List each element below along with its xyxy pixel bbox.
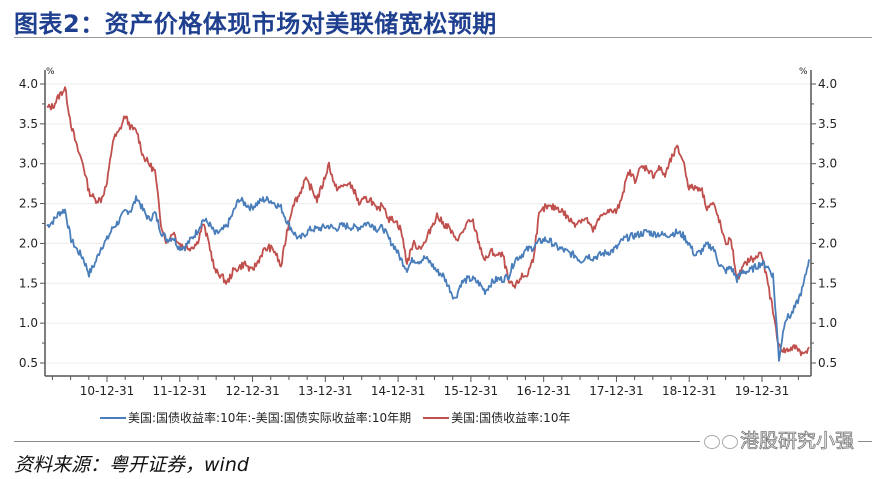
legend-label: 美国:国债收益率:10年:-美国:国债实际收益率:10年期 (128, 411, 412, 425)
right-axis-unit: % (799, 67, 808, 77)
y-tick-label-right: 2.5 (818, 197, 837, 211)
x-axis: 10-12-31 11-12-31 12-12-31 13-12-31 14-12-31… (45, 375, 811, 398)
x-tick-label: 16-12-31 (516, 384, 570, 398)
y-tick-label-right: 0.5 (818, 356, 837, 370)
series-line-10y-yield (46, 86, 810, 357)
x-tick-label: 11-12-31 (153, 384, 207, 398)
y-tick-label-left: 3.0 (19, 157, 38, 171)
watermark-text: 港股研究小强 (740, 430, 855, 453)
source-note: 资料来源：粤开证券，wind (14, 454, 249, 476)
y-tick-label-right: 2.0 (818, 236, 837, 250)
legend-swatch-red (423, 416, 450, 419)
x-tick-label: 18-12-31 (662, 384, 716, 398)
x-tick-label: 17-12-31 (589, 384, 643, 398)
y-tick-label-right: 1.5 (818, 276, 837, 290)
y-tick-label-right: 3.0 (818, 157, 837, 171)
legend-label: 美国:国债收益率:10年 (451, 411, 571, 425)
x-tick-label: 12-12-31 (225, 384, 279, 398)
title-divider (14, 37, 872, 38)
footer-divider (14, 441, 872, 442)
x-tick-label: 10-12-31 (80, 384, 134, 398)
gridlines (45, 83, 811, 364)
y-tick-label-right: 4.0 (818, 77, 837, 91)
wechat-bubble-icon (704, 434, 720, 449)
y-tick-label-left: 1.5 (19, 276, 38, 290)
series-line-real-yield-spread (46, 195, 810, 362)
legend-swatch-blue (100, 416, 126, 419)
series-lines (46, 86, 810, 362)
x-tick-label: 19-12-31 (735, 384, 789, 398)
y-tick-label-left: 4.0 (19, 77, 38, 91)
y-tick-label-right: 1.0 (818, 316, 837, 330)
left-axis: 0.5 1.0 1.5 2.0 2.5 3.0 3.5 4.0 (19, 70, 46, 376)
x-tick-label: 13-12-31 (298, 384, 352, 398)
page-title: 图表2：资产价格体现市场对美联储宽松预期 (14, 10, 497, 38)
x-tick-label: 14-12-31 (371, 384, 425, 398)
y-tick-label-left: 3.5 (19, 117, 38, 131)
y-tick-label-left: 1.0 (19, 316, 38, 330)
chart-legend: 美国:国债收益率:10年:-美国:国债实际收益率:10年期 美国:国债收益率:1… (100, 409, 582, 426)
legend-item-real-yield-spread: 美国:国债收益率:10年:-美国:国债实际收益率:10年期 (100, 409, 411, 426)
y-tick-label-left: 2.0 (19, 236, 38, 250)
x-tick-label: 15-12-31 (444, 384, 498, 398)
watermark: 港股研究小强 (700, 426, 859, 453)
legend-item-10y-yield: 美国:国债收益率:10年 (423, 409, 570, 426)
wechat-bubble-icon (722, 434, 738, 449)
y-tick-label-right: 3.5 (818, 117, 837, 131)
y-tick-label-left: 2.5 (19, 197, 38, 211)
right-axis: 0.5 1.0 1.5 2.0 2.5 3.0 3.5 4.0 (810, 70, 837, 376)
left-axis-unit: % (46, 67, 55, 77)
y-tick-label-left: 0.5 (19, 356, 38, 370)
